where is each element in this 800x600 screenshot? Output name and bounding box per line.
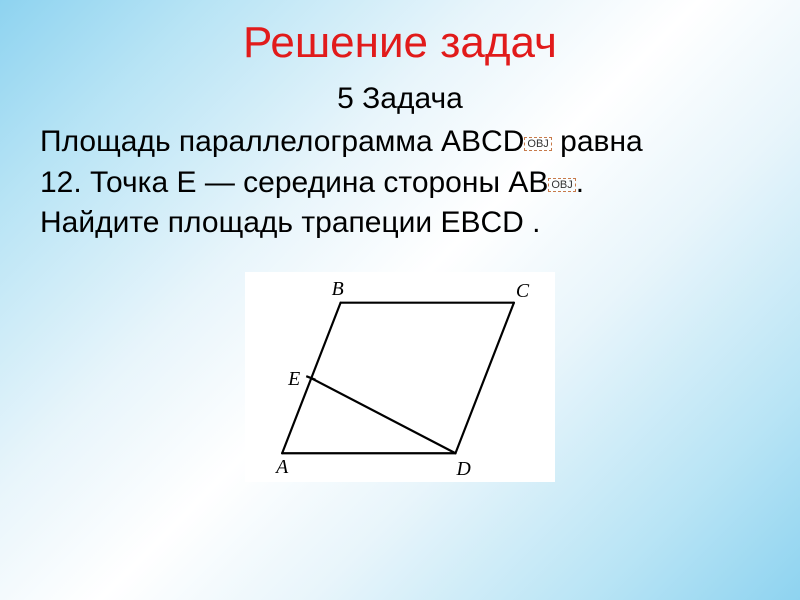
svg-text:A: A xyxy=(274,456,289,478)
text-fragment: ABCD xyxy=(441,125,524,158)
text-fragment: AB xyxy=(508,166,548,199)
svg-text:D: D xyxy=(455,458,470,480)
geometry-diagram: A B C D E xyxy=(245,272,555,482)
text-fragment: — середина стороны xyxy=(197,166,509,199)
obj-placeholder-icon: OBJ xyxy=(548,178,575,192)
page-title: Решение задач xyxy=(40,18,760,68)
text-fragment: Найдите площадь трапеции EBCD . xyxy=(40,206,541,239)
problem-text: Площадь параллелограмма ABCDOBJ равна 12… xyxy=(40,122,760,244)
text-fragment: равна xyxy=(552,125,643,158)
svg-text:B: B xyxy=(332,277,344,299)
svg-text:C: C xyxy=(516,279,530,301)
text-fragment: Площадь параллелограмма xyxy=(40,125,441,158)
text-fragment: 12. Точка xyxy=(40,166,176,199)
text-fragment: E xyxy=(176,166,196,199)
diagram-container: A B C D E xyxy=(40,272,760,482)
slide: Решение задач 5 Задача Площадь параллело… xyxy=(0,0,800,600)
obj-placeholder-icon: OBJ xyxy=(524,137,551,151)
problem-number: 5 Задача xyxy=(40,82,760,116)
svg-text:E: E xyxy=(287,367,300,389)
text-fragment: . xyxy=(576,166,584,199)
